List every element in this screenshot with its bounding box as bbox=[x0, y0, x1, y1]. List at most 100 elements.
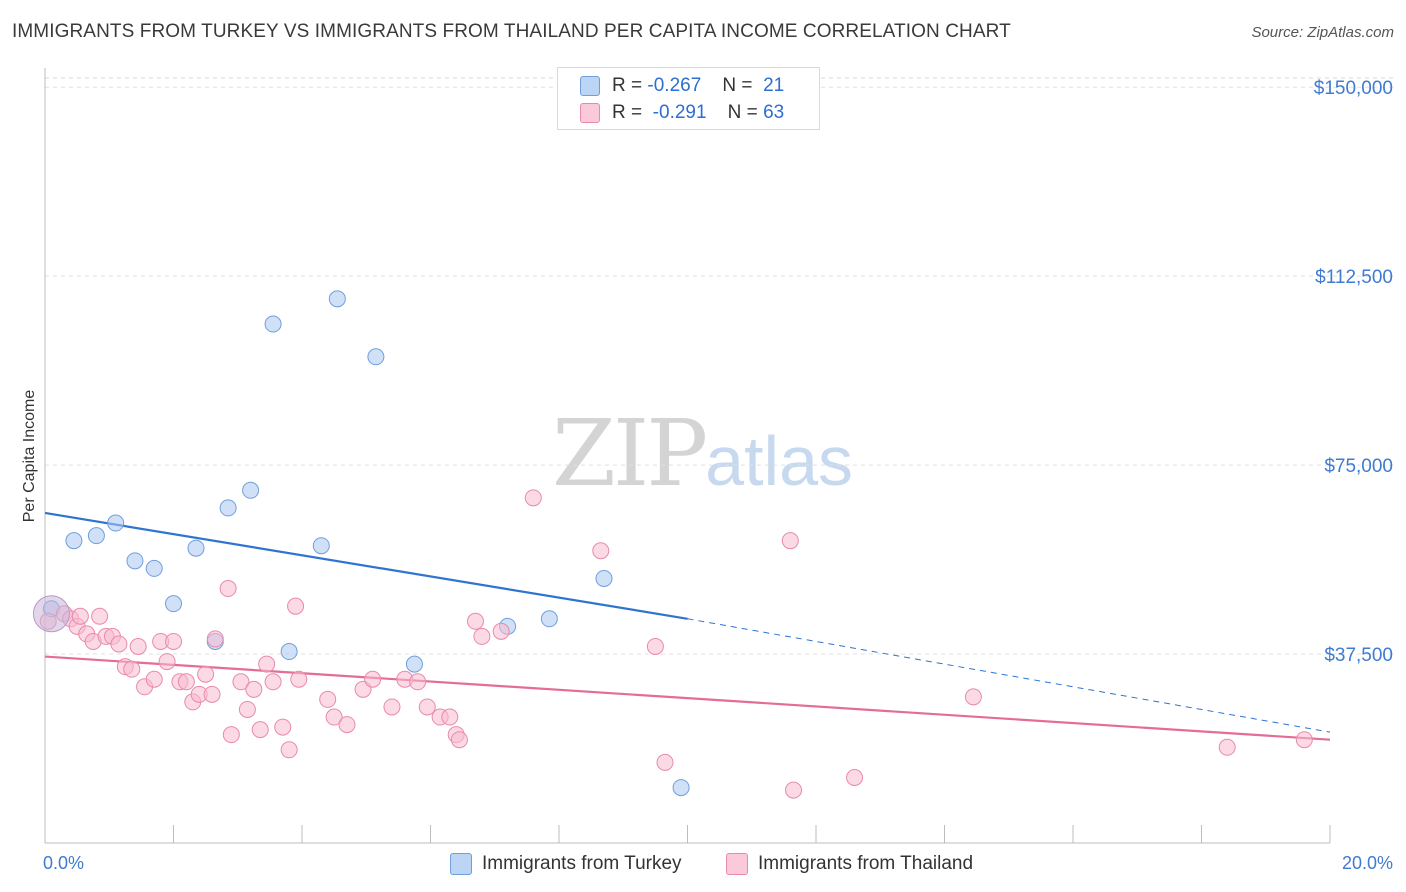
legend-n-label: N = bbox=[722, 75, 753, 96]
legend-r-value: -0.267 bbox=[647, 75, 702, 96]
point-turkey bbox=[107, 514, 125, 532]
point-thailand bbox=[251, 721, 269, 739]
watermark-zip: ZIP bbox=[552, 400, 708, 507]
point-thailand bbox=[158, 653, 176, 671]
legend-n-label: N = bbox=[727, 102, 758, 123]
point-thailand bbox=[145, 670, 163, 688]
point-turkey bbox=[672, 779, 690, 797]
watermark: ZIPatlas bbox=[552, 400, 853, 507]
point-thailand bbox=[287, 597, 305, 615]
trend-line-thailand bbox=[44, 655, 1331, 741]
point-thailand bbox=[274, 718, 292, 736]
point-turkey bbox=[280, 643, 298, 661]
point-thailand bbox=[129, 637, 147, 655]
point-thailand bbox=[258, 655, 276, 673]
point-turkey bbox=[187, 539, 205, 557]
point-thailand bbox=[177, 673, 195, 691]
y-axis-label: Per Capita Income bbox=[21, 390, 38, 523]
point-thailand bbox=[450, 731, 468, 749]
legend-row-turkey: R = -0.267 N = 21 bbox=[580, 73, 784, 99]
series-legend-thailand: Immigrants from Thailand bbox=[726, 851, 973, 877]
data-points bbox=[32, 290, 1313, 799]
point-turkey bbox=[328, 290, 346, 308]
point-thailand bbox=[290, 670, 308, 688]
trend-lines bbox=[44, 511, 1331, 741]
point-thailand bbox=[383, 698, 401, 716]
legend-n-value: 21 bbox=[763, 75, 785, 96]
watermark-atlas: atlas bbox=[705, 422, 854, 500]
point-thailand bbox=[245, 680, 263, 698]
series-swatch-turkey bbox=[450, 853, 472, 875]
legend-r-value: -0.291 bbox=[652, 102, 707, 123]
point-thailand bbox=[1295, 731, 1313, 749]
point-turkey bbox=[367, 348, 385, 366]
point-turkey bbox=[405, 655, 423, 673]
point-turkey bbox=[219, 499, 237, 517]
legend-swatch-thailand bbox=[580, 103, 600, 123]
point-thailand bbox=[656, 753, 674, 771]
point-turkey bbox=[165, 595, 182, 613]
series-legend-turkey: Immigrants from Turkey bbox=[450, 851, 682, 877]
source-label: Source: ZipAtlas.com bbox=[1251, 24, 1394, 41]
point-thailand bbox=[524, 489, 542, 507]
point-thailand bbox=[325, 708, 343, 726]
series-swatch-thailand bbox=[726, 853, 748, 875]
point-thailand bbox=[91, 607, 109, 625]
point-thailand bbox=[785, 781, 803, 799]
legend-r-label: R = bbox=[612, 102, 643, 123]
trend-line-turkey-extension bbox=[687, 618, 1331, 733]
correlation-legend: R = -0.267 N = 21 R = -0.291 N = 63 bbox=[557, 67, 820, 130]
y-tick-label: $75,000 bbox=[1324, 456, 1393, 477]
point-turkey bbox=[145, 559, 163, 577]
point-thailand bbox=[492, 622, 510, 640]
point-thailand bbox=[197, 665, 215, 683]
legend-swatch-turkey bbox=[580, 76, 600, 96]
point-thailand bbox=[441, 708, 459, 726]
point-thailand bbox=[1218, 738, 1236, 756]
chart-title: IMMIGRANTS FROM TURKEY VS IMMIGRANTS FRO… bbox=[12, 21, 1011, 42]
point-thailand bbox=[219, 580, 237, 598]
y-tick-label: $37,500 bbox=[1324, 645, 1393, 666]
point-thailand bbox=[781, 532, 799, 550]
trend-line-turkey bbox=[44, 511, 688, 620]
point-thailand bbox=[409, 673, 427, 691]
point-turkey bbox=[65, 532, 83, 550]
point-turkey bbox=[242, 481, 260, 499]
point-thailand bbox=[222, 726, 240, 744]
point-thailand bbox=[165, 632, 182, 650]
series-label-thailand: Immigrants from Thailand bbox=[758, 853, 974, 874]
point-thailand bbox=[473, 627, 491, 645]
legend-n-value: 63 bbox=[763, 102, 785, 123]
point-thailand bbox=[466, 612, 484, 630]
point-turkey bbox=[312, 537, 330, 555]
point-thailand bbox=[592, 542, 610, 560]
point-thailand bbox=[364, 670, 382, 688]
legend-row-thailand: R = -0.291 N = 63 bbox=[580, 100, 784, 126]
series-label-turkey: Immigrants from Turkey bbox=[482, 853, 682, 874]
point-thailand bbox=[238, 700, 256, 718]
point-thailand bbox=[232, 673, 250, 691]
x-tick-label: 20.0% bbox=[1342, 853, 1393, 873]
point-thailand bbox=[319, 690, 337, 708]
point-thailand bbox=[110, 635, 128, 653]
point-thailand bbox=[846, 768, 864, 786]
x-tick-label: 0.0% bbox=[43, 853, 84, 873]
point-thailand bbox=[203, 685, 221, 703]
point-thailand bbox=[338, 716, 356, 734]
legend-r-label: R = bbox=[612, 75, 643, 96]
point-thailand bbox=[964, 688, 982, 706]
point-turkey bbox=[87, 527, 105, 545]
axes bbox=[44, 68, 1331, 844]
point-thailand bbox=[206, 630, 224, 648]
y-tick-label: $150,000 bbox=[1314, 78, 1393, 99]
point-thailand bbox=[646, 637, 664, 655]
point-thailand bbox=[123, 660, 141, 678]
point-turkey bbox=[540, 610, 558, 628]
point-cluster bbox=[32, 595, 70, 633]
point-thailand bbox=[71, 607, 89, 625]
point-thailand bbox=[264, 673, 282, 691]
point-turkey bbox=[126, 552, 144, 570]
tick-labels: $37,500 $75,000 $112,500 $150,000 0.0% 20.0% bbox=[43, 78, 1393, 873]
point-thailand bbox=[280, 741, 298, 759]
